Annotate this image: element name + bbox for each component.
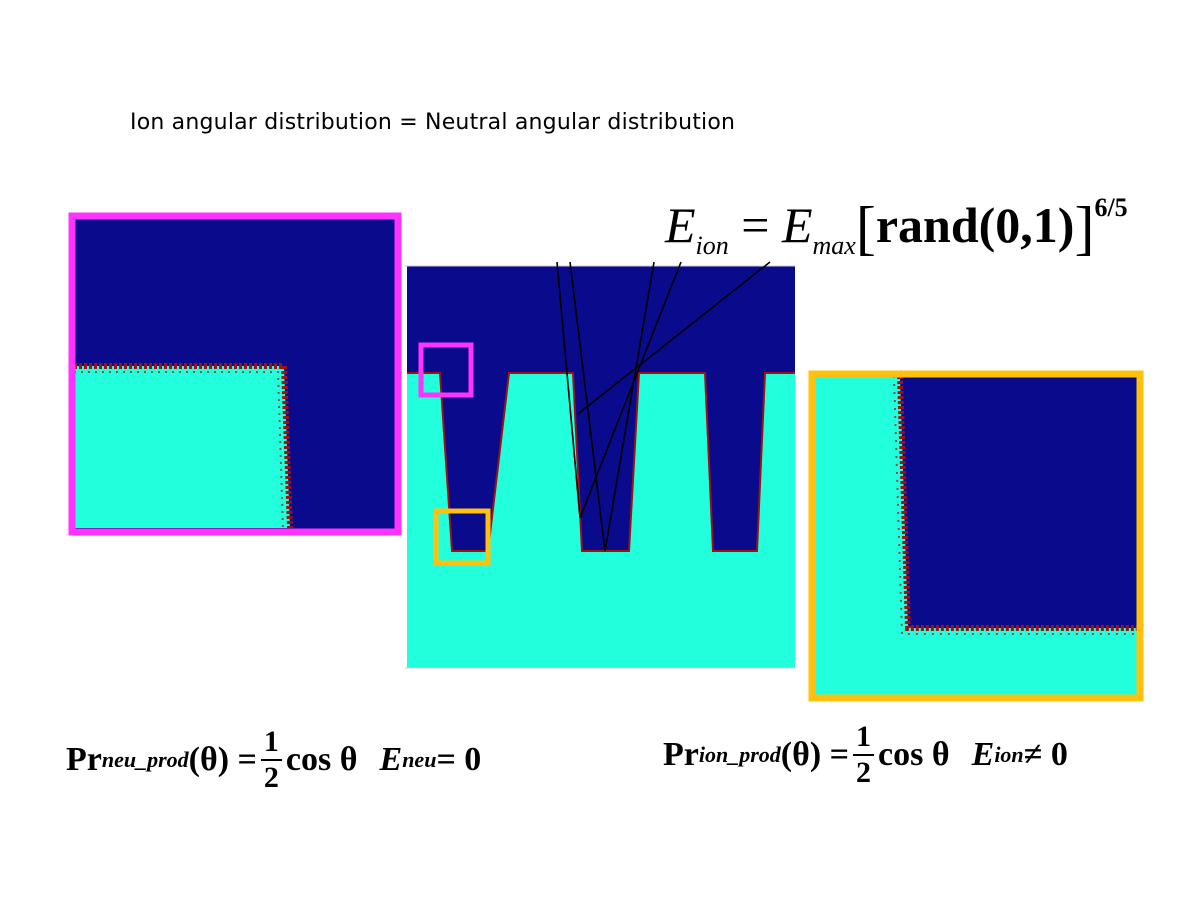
center-simulation-panel (405, 261, 795, 669)
orange-selection-box (433, 508, 491, 566)
eq-right-den: 2 (856, 756, 872, 789)
right-zoom-frame (808, 370, 1144, 702)
left-zoom-panel (68, 212, 402, 536)
eq-left-rel: = 0 (436, 741, 482, 778)
right-zoom-redeposit (897, 375, 1138, 631)
eq-top-Emax: E (781, 197, 813, 253)
eq-top-max-sub: max (812, 231, 856, 260)
magenta-selection-box (418, 342, 474, 398)
right-zoom-cavity (900, 376, 1138, 628)
left-zoom-redeposit (74, 363, 293, 529)
eq-right-E-sub: ion (994, 742, 1024, 767)
eq-right-E: E (971, 736, 995, 773)
eq-right-pr: Pr (663, 736, 699, 773)
eq-left-cos: cos θ (285, 741, 358, 778)
cavity-region (407, 266, 795, 551)
right-zoom-panel (808, 370, 1144, 702)
eq-left-pr: Pr (66, 741, 102, 778)
eq-right-rel: ≠ 0 (1023, 736, 1068, 773)
left-zoom-material (74, 366, 290, 528)
eq-right-theta: (θ) = (780, 736, 850, 773)
eq-top-rand: rand(0,1) (875, 197, 1075, 253)
ion-energy-equation: Eion = Emax[rand(0,1)]6/5 (665, 178, 1128, 276)
eq-top-exponent: 6/5 (1094, 193, 1128, 222)
eq-left-E-sub: neu (402, 747, 437, 772)
eq-left-den: 2 (263, 761, 279, 794)
eq-top-ion-sub: ion (695, 231, 729, 260)
left-zoom-redeposit-inner (74, 371, 284, 529)
eq-top-equals: = (741, 197, 770, 253)
left-zoom-frame (68, 212, 402, 536)
eq-left-E: E (379, 741, 403, 778)
eq-left-num: 1 (260, 727, 282, 761)
eq-top-rbracket: ] (1074, 195, 1095, 261)
eq-right-sub: ion_prod (698, 742, 781, 767)
slide-title: Ion angular distribution = Neutral angul… (130, 110, 736, 135)
eq-right-num: 1 (853, 722, 875, 756)
eq-left-theta: (θ) = (188, 741, 257, 778)
eq-right-cos: cos θ (878, 736, 950, 773)
ion-trajectories (556, 261, 771, 552)
eq-top-E: E (665, 197, 696, 253)
eq-top-lbracket: [ (855, 195, 876, 261)
eq-left-sub: neu_prod (101, 747, 189, 772)
